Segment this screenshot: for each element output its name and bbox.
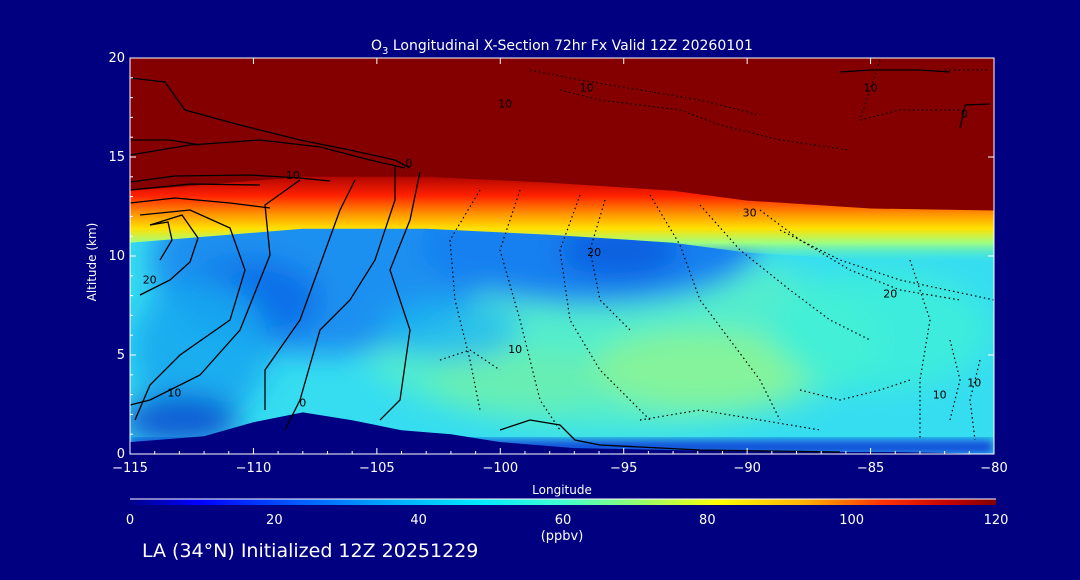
x-tick-label: −100 (482, 461, 518, 476)
contour-label: 30 (743, 206, 757, 219)
contour-label: 0 (961, 107, 968, 120)
x-tick-label: −110 (236, 461, 272, 476)
contour-labels: 10 20 10 0 0 10 10 10 20 10 30 20 10 10 0 (143, 82, 982, 410)
location-init-label: LA (34°N) Initialized 12Z 20251229 (142, 540, 479, 562)
contour-label: 10 (167, 387, 181, 400)
y-tick-label: 0 (117, 447, 125, 462)
y-axis: 0 5 10 15 20 (108, 51, 994, 462)
colorbar-tick-label: 60 (555, 513, 572, 528)
colorbar-tick-label: 100 (839, 513, 864, 528)
y-tick-label: 10 (108, 249, 125, 264)
contour-label: 20 (143, 274, 157, 287)
contour-lines-dotted (439, 59, 994, 441)
x-axis-label: Longitude (532, 483, 592, 497)
y-axis-label: Altitude (km) (85, 223, 99, 302)
x-tick-label: −105 (359, 461, 395, 476)
stratosphere (130, 58, 994, 211)
x-axis: −115 −110 −105 −100 −95 −90 −85 −80 (112, 58, 1008, 476)
colorbar-ticks: 0 20 40 60 80 100 120 (126, 513, 1009, 528)
x-tick-label: −90 (733, 461, 760, 476)
x-tick-label: −80 (980, 461, 1007, 476)
colorbar-unit: (ppbv) (541, 529, 584, 544)
contour-label: 10 (498, 98, 512, 111)
terrain (130, 412, 994, 454)
contour-label: 10 (864, 82, 878, 95)
contour-lines-solid (130, 69, 991, 453)
contour-label: 10 (580, 82, 594, 95)
colorbar-tick-label: 40 (410, 513, 427, 528)
colorbar-tick-label: 80 (699, 513, 716, 528)
colorbar-tick-label: 0 (126, 513, 134, 528)
chart-title-subscript: 3 (382, 46, 388, 57)
y-tick-label: 20 (108, 51, 125, 66)
plot-area: 10 20 10 0 0 10 10 10 20 10 30 20 10 10 0 (130, 58, 994, 454)
tropopause-gradient (130, 172, 994, 263)
contour-label: 10 (933, 389, 947, 402)
contour-label: 20 (883, 288, 897, 301)
x-tick-label: −95 (610, 461, 637, 476)
colorbar-tick-label: 120 (984, 513, 1009, 528)
y-tick-label: 15 (108, 150, 125, 165)
contour-label: 0 (299, 397, 306, 410)
x-tick-label: −85 (857, 461, 884, 476)
chart-title-text: Longitudinal X-Section 72hr Fx Valid 12Z… (388, 38, 753, 54)
colorbar (130, 499, 996, 505)
contour-label: 0 (405, 157, 412, 170)
contour-label: 20 (587, 246, 601, 259)
contour-label: 10 (286, 169, 300, 182)
chart-title-prefix: O (371, 38, 382, 54)
contour-label: 10 (508, 343, 522, 356)
contour-label: 10 (967, 377, 981, 390)
y-tick-label: 5 (117, 348, 125, 363)
chart-title: O3 Longitudinal X-Section 72hr Fx Valid … (371, 38, 753, 57)
colorbar-tick-label: 20 (266, 513, 283, 528)
x-tick-label: −115 (112, 461, 148, 476)
